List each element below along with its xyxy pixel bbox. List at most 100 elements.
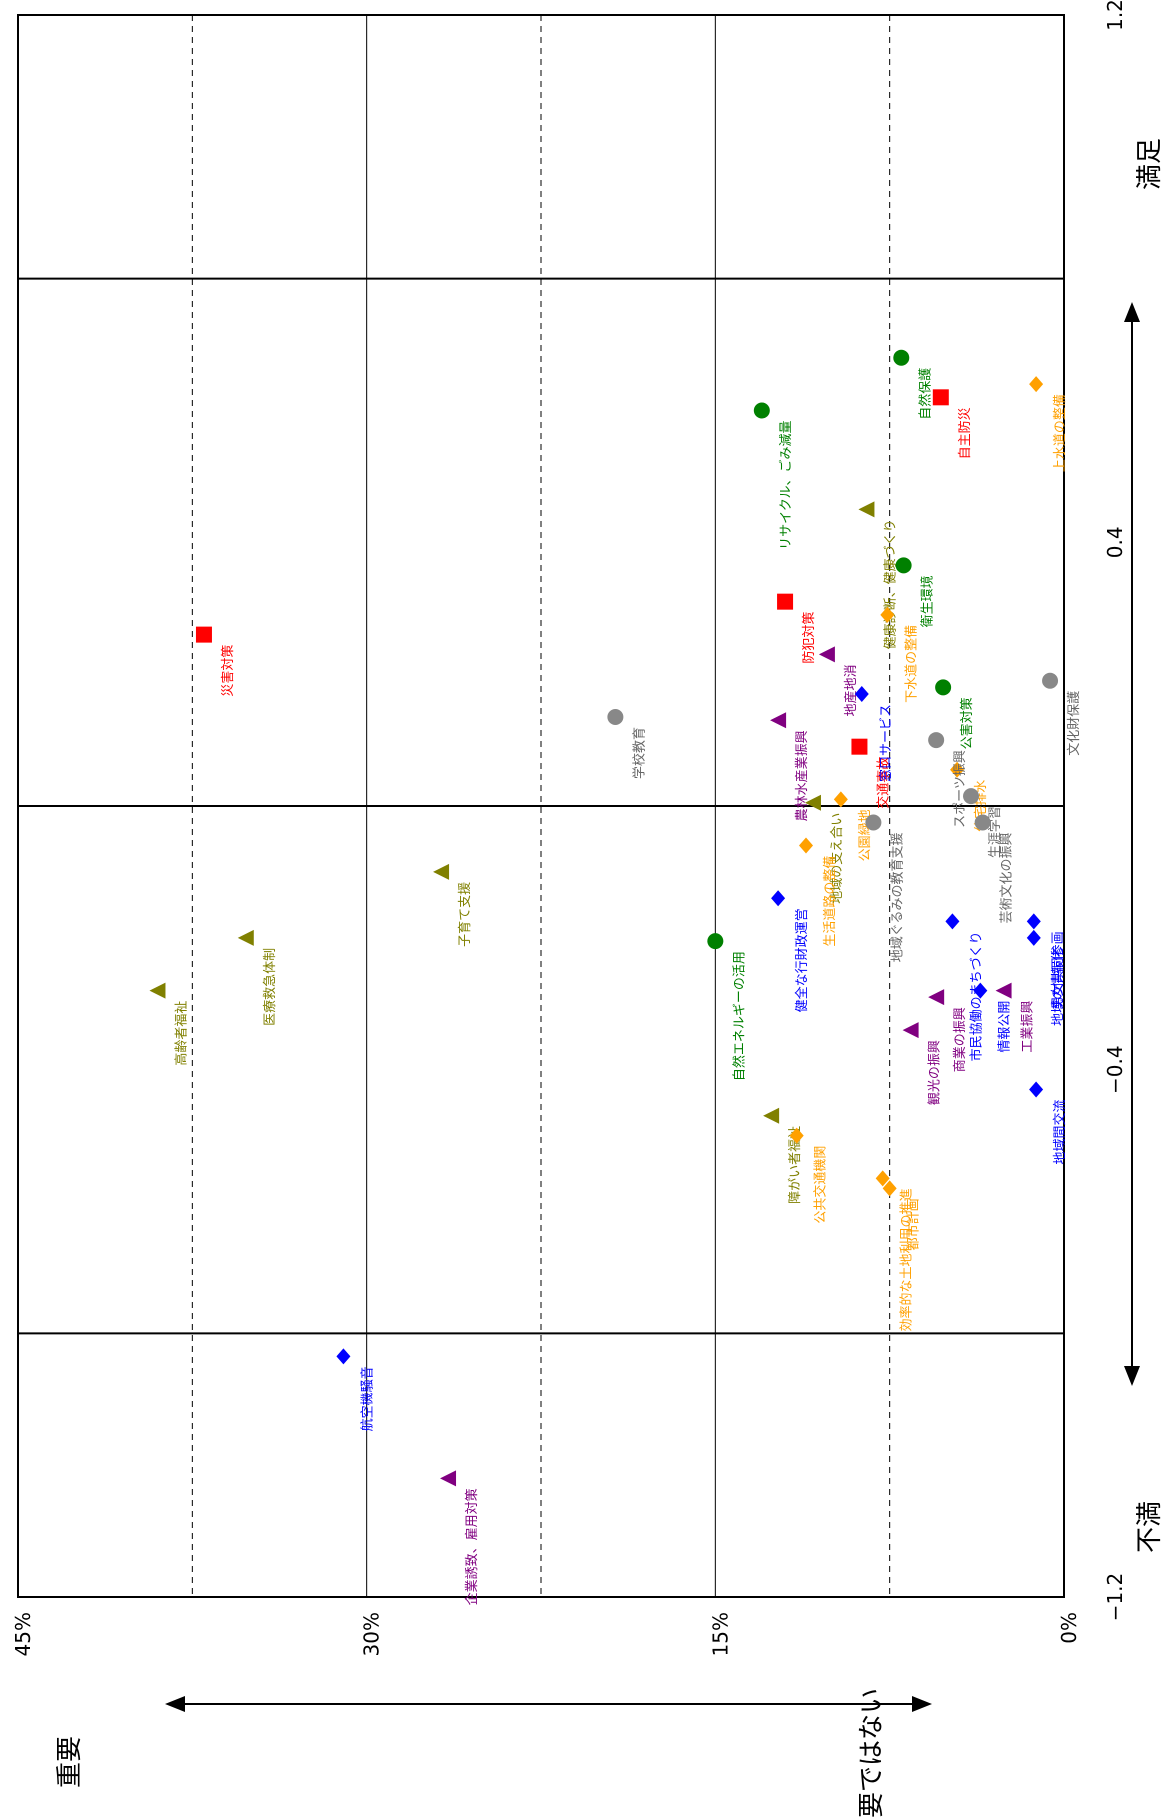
data-point: [851, 738, 868, 755]
point-label: 効率的な土地利用の推進: [899, 1188, 915, 1331]
importance-high-label: 重要: [55, 1736, 85, 1788]
point-label: スポーツ振興: [953, 750, 968, 828]
point-label: 健康診断、健康づくり: [882, 519, 898, 649]
point-label: 上水道の整備: [1052, 394, 1068, 472]
data-point: [770, 712, 787, 729]
point-label: 情報公開: [997, 1001, 1012, 1053]
data-point: [433, 863, 450, 880]
data-point: [1029, 1081, 1044, 1098]
point-label: 地域の支え合い: [830, 813, 845, 904]
point-label: 学校教育: [631, 727, 647, 779]
satisfaction-high-label: 満足: [1135, 138, 1164, 190]
data-point: [763, 1107, 780, 1124]
data-point: [440, 1470, 457, 1487]
arrow-head-icon: [165, 1696, 185, 1712]
axis-arrows: [165, 302, 1140, 1712]
point-label: 自然保護: [917, 368, 933, 420]
arrow-head-icon: [1124, 1366, 1140, 1386]
data-point: [195, 626, 212, 643]
y-tick-label: 0.4: [1103, 526, 1127, 558]
x-tick-label: 30%: [360, 1612, 384, 1656]
data-point: [833, 791, 848, 808]
grid-lines: [18, 15, 1064, 1597]
data-point: [777, 593, 794, 610]
data-point: [858, 501, 875, 518]
data-point: [875, 1170, 890, 1187]
arrow-head-icon: [1124, 302, 1140, 322]
data-point: [707, 933, 724, 950]
point-label: 窓口サービス: [878, 704, 894, 782]
data-point: [902, 1022, 919, 1039]
point-label: 公害対策: [959, 697, 975, 749]
point-label: 地域の情報化: [1051, 948, 1066, 1026]
data-point: [932, 389, 949, 406]
data-point: [995, 982, 1012, 999]
point-label: 地域間交流: [1052, 1099, 1068, 1164]
point-label: 都市計画: [906, 1198, 922, 1250]
point-label: 医療救急体制: [262, 948, 278, 1026]
importance-low-label: 重要ではない: [857, 1688, 887, 1818]
data-point: [1026, 913, 1041, 930]
point-label: 生活道路の整備: [822, 856, 838, 947]
point-label: 自主防災: [957, 407, 973, 459]
data-point: [973, 982, 988, 999]
point-label: 男女共同参画: [1050, 931, 1066, 1009]
data-point: [880, 606, 895, 623]
point-label: 防犯対策: [801, 612, 817, 664]
data-point: [753, 402, 770, 419]
point-label: 交通事故: [875, 757, 891, 809]
data-point: [237, 929, 254, 946]
point-label: 文化財保護: [1066, 691, 1082, 756]
point-label: 公共交通機関: [813, 1146, 829, 1224]
point-label: 農林水産業振興: [794, 730, 810, 821]
point-label: 自然エネルギーの活用: [731, 951, 747, 1081]
point-label: 子育て支援: [457, 882, 473, 947]
data-point: [854, 685, 869, 702]
y-tick-label: 1.2: [1103, 0, 1127, 31]
point-label: 健全な行財政運営: [794, 908, 810, 1012]
data-point: [771, 890, 786, 907]
point-label: 工業振興: [1020, 1001, 1036, 1053]
point-label: 地域ぐるみの教育支援: [889, 832, 905, 962]
data-point: [865, 814, 882, 831]
x-tick-label: 45%: [11, 1612, 35, 1656]
point-label: 市民協働のまちづくり: [968, 931, 984, 1061]
point-label: 災害対策: [220, 645, 236, 697]
point-label: 観光の振興: [928, 1040, 943, 1105]
satisfaction-low-label: 不満: [1135, 1501, 1164, 1553]
data-point: [882, 1180, 897, 1197]
data-point: [963, 788, 980, 805]
x-tick-label: 0%: [1057, 1612, 1081, 1644]
point-label: 障がい者福祉: [788, 1126, 803, 1204]
point-label: 企業誘致、雇用対策: [464, 1488, 480, 1605]
point-label: 衛生環境: [921, 575, 936, 627]
point-label: 芸術文化の振興: [999, 832, 1015, 923]
data-point: [974, 814, 991, 831]
data-point: [1026, 929, 1041, 946]
point-label: 航空機騒音: [359, 1366, 375, 1431]
data-point: [798, 837, 813, 854]
data-point: [789, 1127, 804, 1144]
arrow-head-icon: [912, 1696, 932, 1712]
data-point: [607, 709, 624, 726]
data-point: [1029, 376, 1044, 393]
axis-tick-labels: 0% 15% 30% 45% −1.2 −0.4 0.4 1.2: [11, 0, 1127, 1656]
data-point: [928, 732, 945, 749]
data-point: [336, 1348, 351, 1365]
data-point: [895, 557, 912, 574]
data-point: [1042, 672, 1059, 689]
x-tick-label: 15%: [708, 1612, 732, 1656]
y-tick-label: −1.2: [1103, 1573, 1127, 1622]
data-point: [928, 989, 945, 1006]
point-label: 下水道の整備: [903, 625, 919, 703]
y-tick-label: −0.4: [1103, 1045, 1127, 1094]
data-point: [893, 349, 910, 366]
point-label: 高齢者福祉: [173, 1001, 189, 1066]
data-point: [149, 982, 166, 999]
data-point: [950, 761, 965, 778]
point-label: 生涯学習: [987, 806, 1003, 858]
plot-frame: [17, 14, 1065, 1598]
